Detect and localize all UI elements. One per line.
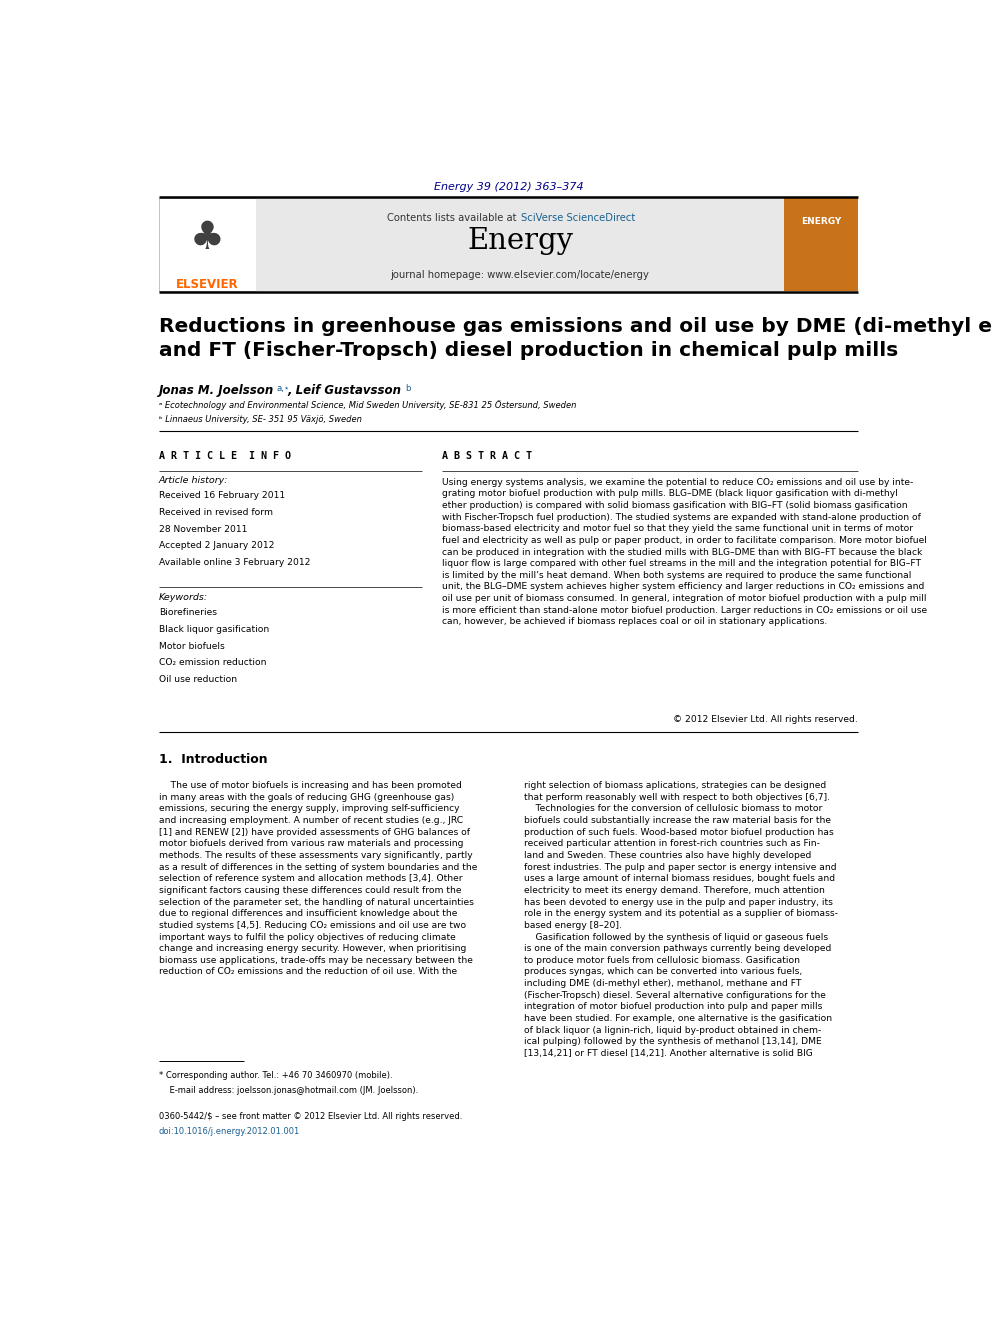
Text: E-mail address: joelsson.jonas@hotmail.com (JM. Joelsson).: E-mail address: joelsson.jonas@hotmail.c… bbox=[159, 1086, 418, 1095]
Text: ᵃ Ecotechnology and Environmental Science, Mid Sweden University, SE-831 25 Öste: ᵃ Ecotechnology and Environmental Scienc… bbox=[159, 401, 576, 410]
Text: © 2012 Elsevier Ltd. All rights reserved.: © 2012 Elsevier Ltd. All rights reserved… bbox=[674, 714, 858, 724]
Text: Received in revised form: Received in revised form bbox=[159, 508, 273, 517]
Text: A R T I C L E  I N F O: A R T I C L E I N F O bbox=[159, 451, 291, 462]
Text: Keywords:: Keywords: bbox=[159, 593, 208, 602]
Text: Biorefineries: Biorefineries bbox=[159, 609, 217, 618]
Text: CO₂ emission reduction: CO₂ emission reduction bbox=[159, 658, 267, 667]
Text: ᵇ Linnaeus University, SE- 351 95 Växjö, Sweden: ᵇ Linnaeus University, SE- 351 95 Växjö,… bbox=[159, 415, 362, 425]
Bar bbox=[785, 198, 858, 291]
Text: doi:10.1016/j.energy.2012.01.001: doi:10.1016/j.energy.2012.01.001 bbox=[159, 1127, 301, 1135]
Text: 28 November 2011: 28 November 2011 bbox=[159, 524, 247, 533]
Text: Received 16 February 2011: Received 16 February 2011 bbox=[159, 491, 285, 500]
Text: Article history:: Article history: bbox=[159, 476, 228, 486]
Text: Oil use reduction: Oil use reduction bbox=[159, 675, 237, 684]
Text: Reductions in greenhouse gas emissions and oil use by DME (di-methyl ether)
and : Reductions in greenhouse gas emissions a… bbox=[159, 316, 992, 360]
Bar bbox=[256, 198, 785, 291]
Text: Accepted 2 January 2012: Accepted 2 January 2012 bbox=[159, 541, 275, 550]
Text: Jonas M. Joelsson: Jonas M. Joelsson bbox=[159, 384, 274, 397]
Text: The use of motor biofuels is increasing and has been promoted
in many areas with: The use of motor biofuels is increasing … bbox=[159, 781, 477, 976]
Text: ENERGY: ENERGY bbox=[801, 217, 841, 225]
Text: Black liquor gasification: Black liquor gasification bbox=[159, 624, 269, 634]
Text: , Leif Gustavsson: , Leif Gustavsson bbox=[288, 384, 402, 397]
Text: SciVerse ScienceDirect: SciVerse ScienceDirect bbox=[521, 213, 635, 224]
Text: a,⋆: a,⋆ bbox=[277, 384, 290, 393]
Bar bbox=[159, 198, 256, 291]
Text: Contents lists available at: Contents lists available at bbox=[387, 213, 519, 224]
Text: ♣: ♣ bbox=[189, 218, 225, 257]
Text: Available online 3 February 2012: Available online 3 February 2012 bbox=[159, 557, 310, 566]
Text: Using energy systems analysis, we examine the potential to reduce CO₂ emissions : Using energy systems analysis, we examin… bbox=[441, 478, 927, 627]
Text: b: b bbox=[406, 384, 411, 393]
Text: ELSEVIER: ELSEVIER bbox=[176, 278, 239, 291]
Text: Motor biofuels: Motor biofuels bbox=[159, 642, 224, 651]
Text: Energy 39 (2012) 363–374: Energy 39 (2012) 363–374 bbox=[434, 181, 583, 192]
Text: right selection of biomass aplications, strategies can be designed
that perform : right selection of biomass aplications, … bbox=[524, 781, 838, 1058]
Text: journal homepage: www.elsevier.com/locate/energy: journal homepage: www.elsevier.com/locat… bbox=[391, 270, 650, 279]
Text: A B S T R A C T: A B S T R A C T bbox=[441, 451, 532, 462]
Text: Energy: Energy bbox=[467, 226, 573, 254]
Text: 0360-5442/$ – see front matter © 2012 Elsevier Ltd. All rights reserved.: 0360-5442/$ – see front matter © 2012 El… bbox=[159, 1113, 462, 1121]
Text: 1.  Introduction: 1. Introduction bbox=[159, 753, 268, 766]
Text: * Corresponding author. Tel.: +46 70 3460970 (mobile).: * Corresponding author. Tel.: +46 70 346… bbox=[159, 1072, 393, 1080]
